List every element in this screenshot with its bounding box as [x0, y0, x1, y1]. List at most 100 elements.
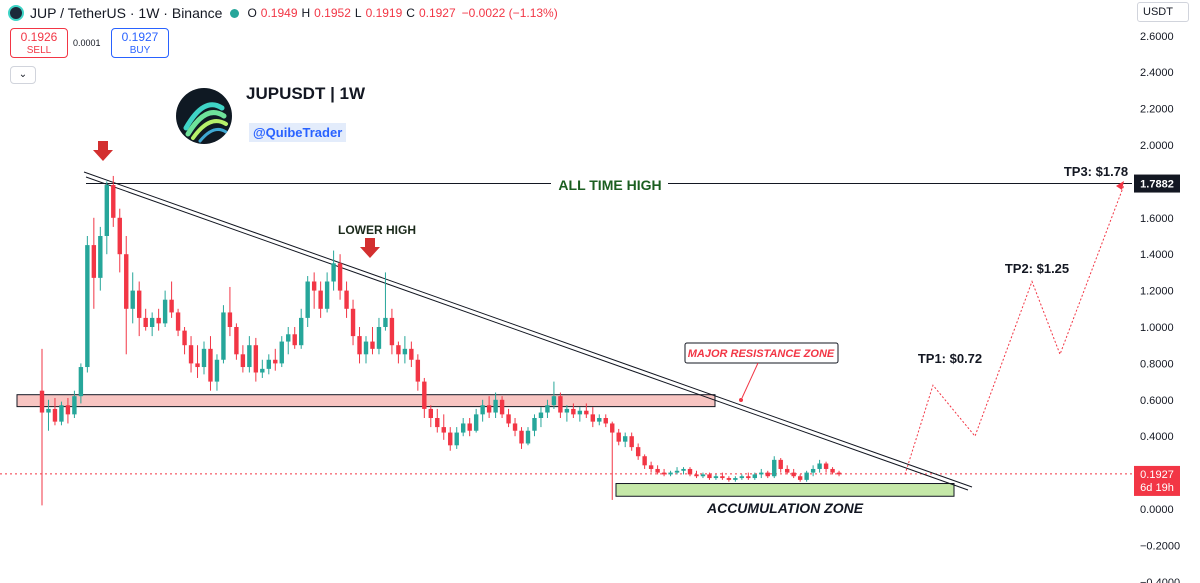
zones-layer [16, 394, 955, 497]
candle-body [415, 359, 421, 382]
candle-body [435, 418, 440, 428]
candle-body [104, 185, 109, 236]
candle-body [473, 414, 479, 431]
candle-body [493, 399, 498, 413]
candle-body [610, 423, 615, 433]
candle-body [175, 312, 181, 331]
projection-layer [904, 181, 1125, 475]
candle-body [545, 405, 550, 413]
avatar [176, 88, 232, 144]
candle-body [279, 341, 284, 364]
y-tick-label: 2.4000 [1140, 67, 1174, 79]
candle-body [201, 348, 207, 368]
candle-body [603, 418, 608, 424]
resistance-zone [16, 394, 716, 408]
currency-select[interactable]: USDT [1137, 2, 1189, 22]
candle-body [357, 336, 362, 355]
symbol-title[interactable]: JUP / TetherUS · 1W · Binance [30, 5, 223, 21]
candle-body [817, 463, 822, 469]
close-label: C [406, 6, 415, 20]
candle-body [642, 456, 647, 466]
open-value: 0.1949 [260, 6, 298, 20]
target-label-2: TP2: $1.25 [1005, 261, 1069, 276]
candle-body [765, 472, 770, 477]
candle-body [655, 468, 660, 473]
y-tick-label: 2.0000 [1140, 140, 1174, 152]
collapse-button[interactable]: ⌄ [10, 66, 36, 84]
candle-body [402, 348, 408, 355]
candle-body [804, 472, 809, 480]
candle-body [752, 474, 757, 479]
candle-body [344, 290, 349, 309]
candle-body [85, 245, 90, 368]
y-tick-label: 0.0000 [1140, 504, 1174, 516]
candle-body [240, 354, 246, 368]
candle-body [467, 423, 472, 431]
ath-price-badge [1134, 174, 1180, 193]
candle-body [169, 299, 174, 313]
candle-body [331, 263, 336, 282]
candle-body [564, 408, 570, 413]
accumulation-label: ACCUMULATION ZONE [706, 500, 864, 516]
candle-body [797, 476, 803, 480]
trendline-upper [83, 171, 973, 488]
candle-body [65, 405, 71, 415]
candle-body [519, 430, 524, 444]
price-axis[interactable]: 2.60002.40002.20002.00001.80001.60001.40… [1134, 31, 1180, 583]
candle-body [830, 468, 835, 473]
candle-body [590, 414, 595, 422]
last-price-label: 0.1927 [1140, 469, 1174, 481]
candle-body [286, 334, 291, 342]
candle-body [162, 299, 168, 324]
candle-body [810, 468, 816, 473]
candle-body [668, 472, 673, 475]
candle-body [694, 474, 699, 477]
candle-body [623, 436, 628, 442]
low-value: 0.1919 [365, 6, 403, 20]
candle-body [506, 414, 511, 424]
candle-body [111, 185, 116, 218]
candle-body [448, 432, 453, 446]
candle-body [461, 423, 466, 433]
countdown-label: 6d 19h [1140, 482, 1174, 494]
ohlc-values: O 0.1949 H 0.1952 L 0.1919 C 0.1927 −0.0022 … [247, 6, 557, 20]
candle-body [558, 396, 563, 413]
candles-layer[interactable] [39, 175, 842, 506]
candle-body [214, 359, 220, 382]
y-tick-label: 0.4000 [1140, 431, 1174, 443]
low-label: L [354, 6, 362, 20]
candle-body [78, 367, 84, 397]
candle-body [318, 290, 323, 309]
candle-body [273, 359, 278, 364]
y-tick-label: −0.2000 [1140, 540, 1180, 552]
lower-high-arrow-icon [360, 238, 380, 258]
candle-body [324, 281, 330, 309]
market-open-icon [230, 8, 240, 18]
candle-body [311, 281, 317, 291]
candle-body [260, 368, 265, 373]
change-value: −0.0022 (−1.13%) [461, 6, 558, 20]
brand-handle: @QuibeTrader [249, 123, 347, 142]
candle-body [746, 476, 751, 479]
candle-body [422, 381, 427, 409]
candle-body [785, 468, 790, 473]
buy-button[interactable]: 0.1927 BUY [111, 28, 169, 58]
candle-body [72, 396, 77, 415]
buy-price: 0.1927 [121, 30, 159, 44]
candle-body [538, 412, 544, 418]
candle-body [836, 472, 842, 475]
ath-price-label: 1.7882 [1140, 179, 1174, 191]
candle-body [486, 405, 492, 413]
high-label: H [301, 6, 311, 20]
candle-body [149, 317, 155, 327]
ath-label: ALL TIME HIGH [558, 177, 661, 193]
candle-body [551, 396, 557, 406]
sell-button[interactable]: 0.1926 SELL [10, 28, 68, 58]
target-label-3: TP3: $1.78 [1064, 164, 1128, 179]
candle-body [350, 308, 356, 337]
candle-body [733, 478, 738, 480]
sell-price: 0.1926 [20, 30, 58, 44]
candle-body [137, 290, 142, 318]
